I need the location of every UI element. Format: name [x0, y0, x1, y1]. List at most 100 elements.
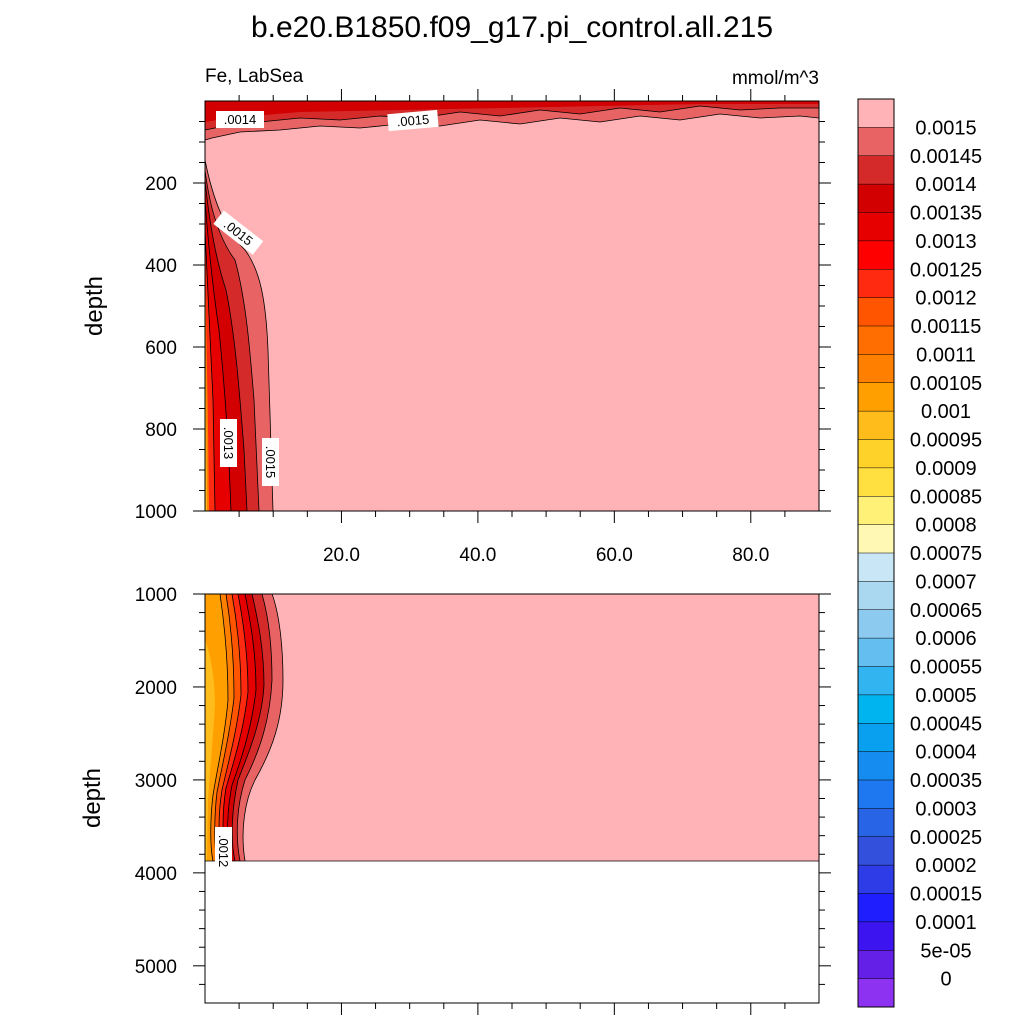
colorbar-swatch: [858, 808, 894, 838]
bottom-contour-lines: [205, 593, 819, 862]
contour-line: [204, 229, 216, 512]
right-subtitle: mmol/m^3: [732, 68, 819, 89]
colorbar-label: 0.00045: [910, 713, 982, 735]
colorbar-label: 0.0015: [915, 117, 976, 139]
contour-line: [204, 105, 819, 131]
colorbar-swatch: [858, 950, 894, 980]
bottom-panel: .0012 1000 2000 3000 4000 5000 depth: [79, 585, 831, 1015]
top-panel-background: [205, 101, 819, 511]
colorbar-label: 0.0001: [915, 912, 976, 934]
x-tick-label: 20.0: [323, 545, 360, 566]
colorbar-swatch: [858, 865, 894, 894]
y-tick-label: 4000: [135, 864, 177, 885]
bottom-panel-ticks: [193, 593, 831, 1015]
colorbar-swatch: [858, 269, 894, 299]
colorbar-swatch: [858, 978, 894, 1008]
colorbar-swatch: [858, 467, 894, 497]
contour-label: .0015: [263, 446, 278, 479]
colorbar-label: 0.0006: [915, 628, 976, 650]
top-contour-lines: [204, 105, 820, 512]
contour-label: .0014: [224, 112, 257, 127]
colorbar-swatch: [858, 581, 894, 611]
contour-label: .0013: [221, 427, 236, 460]
contour-line: [204, 159, 274, 512]
colorbar-swatch: [858, 666, 894, 696]
colorbar-label: 0.0008: [915, 515, 976, 537]
contour-line: [204, 169, 260, 512]
colorbar-swatch: [858, 184, 894, 213]
colorbar-swatch: [858, 524, 894, 554]
y-tick-label: 800: [145, 420, 177, 441]
bottom-panel-background: [205, 594, 819, 861]
contour-line: [222, 593, 249, 862]
y-tick-label: 400: [145, 256, 177, 277]
colorbar-label: 0.00075: [910, 543, 982, 565]
surface-band-core: [205, 101, 819, 122]
colorbar-swatch: [858, 553, 894, 582]
top-panel-ticks: [193, 89, 831, 523]
colorbar-swatch: [858, 638, 894, 667]
colorbar-label: 0.00055: [910, 657, 982, 679]
contour-line: [214, 593, 235, 862]
bottom-panel-y-tick-labels: 1000 2000 3000 4000 5000: [135, 585, 177, 978]
colorbar-swatch: [858, 99, 894, 128]
y-tick-label: 1000: [135, 502, 177, 523]
contour-label: .0012: [216, 835, 231, 868]
top-panel: .0014 .0015 .0015 .0013 .0015 200 400 600 8…: [81, 89, 831, 566]
contour-line: [204, 179, 248, 512]
left-subtitle: Fe, LabSea: [205, 66, 304, 87]
colorbar-swatch: [858, 780, 894, 809]
colorbar-label: 0.00105: [910, 373, 982, 395]
colorbar-label: 0.00015: [910, 884, 982, 906]
y-tick-label: 5000: [135, 957, 177, 978]
colorbar-label: 0.00065: [910, 600, 982, 622]
colorbar-swatch: [858, 240, 894, 270]
colorbar-label: 0.0007: [915, 571, 976, 593]
colorbar-swatch: [858, 723, 894, 753]
colorbar-swatch: [858, 609, 894, 639]
colorbar-swatch: [858, 382, 894, 412]
colorbar-swatch: [858, 921, 894, 951]
contour-line: [242, 593, 284, 862]
colorbar-swatch: [858, 411, 894, 440]
deep-band-9: [205, 640, 215, 861]
colorbar-swatch: [858, 694, 894, 724]
x-tick-label: 60.0: [596, 545, 633, 566]
y-tick-label: 2000: [135, 678, 177, 699]
colorbar-label: 0.00085: [910, 486, 982, 508]
colorbar-swatch: [858, 836, 894, 866]
colorbar-label: 0.00125: [910, 259, 982, 281]
x-tick-label: 80.0: [732, 545, 769, 566]
colorbar-label: 5e-05: [920, 940, 971, 962]
y-tick-label: 200: [145, 174, 177, 195]
y-tick-label: 1000: [135, 585, 177, 606]
colorbar-swatch: [858, 751, 894, 781]
colorbar-swatch: [858, 297, 894, 327]
colorbar-label: 0: [940, 969, 951, 991]
top-panel-y-tick-labels: 200 400 600 800 1000: [135, 174, 177, 523]
bottom-contour-labels: .0012: [215, 827, 232, 875]
colorbar-label: 0.0011: [916, 344, 976, 366]
colorbar-label: 0.00025: [910, 827, 982, 849]
y-tick-label: 3000: [135, 771, 177, 792]
colorbar-swatch: [858, 212, 894, 242]
bottom-panel-y-axis-label: depth: [79, 768, 106, 828]
colorbar-swatch: [858, 155, 894, 185]
colorbar-swatch: [858, 893, 894, 923]
colorbar-label: 0.00095: [910, 430, 982, 452]
colorbar-swatch: [858, 326, 894, 355]
colorbar-label: 0.0002: [915, 855, 976, 877]
contour-line: [204, 113, 820, 141]
top-panel-x-tick-labels: 20.0 40.0 60.0 80.0: [323, 545, 769, 566]
colorbar-label: 0.0013: [915, 231, 976, 253]
colorbar-label: 0.0014: [915, 174, 976, 196]
colorbar-label: 0.00115: [911, 316, 982, 338]
colorbar-label: 0.001: [921, 401, 971, 423]
contour-line: [210, 593, 229, 862]
colorbar-label: 0.0012: [915, 288, 976, 310]
colorbar-label: 0.0003: [915, 798, 976, 820]
colorbar-label: 0.0009: [915, 458, 976, 480]
contour-line: [227, 593, 257, 862]
colorbar-swatch: [858, 439, 894, 469]
